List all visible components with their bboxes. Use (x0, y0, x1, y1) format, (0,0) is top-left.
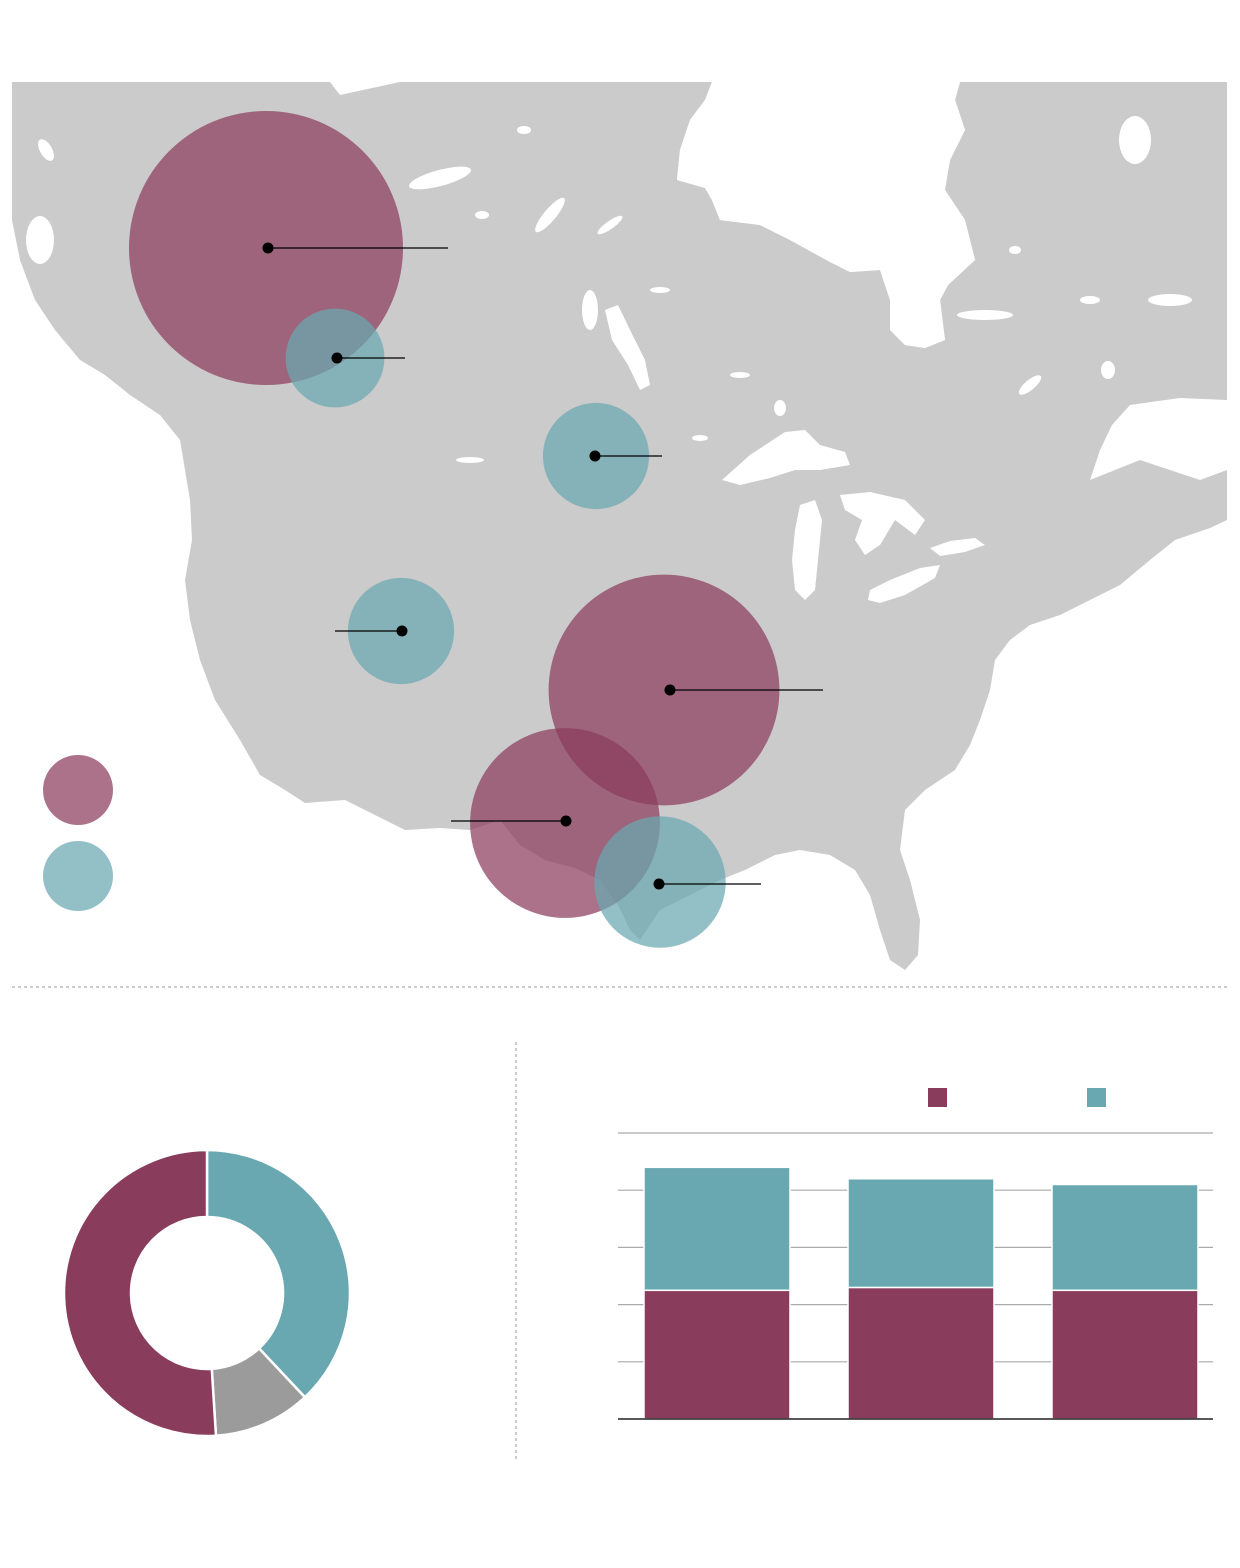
location-dot (262, 242, 274, 254)
lake-michigan (792, 500, 822, 600)
lake (456, 457, 484, 463)
lake (650, 287, 670, 293)
lake (597, 215, 623, 235)
location-dot (560, 815, 572, 827)
lake-huron (840, 492, 925, 555)
bar-segment-maroon (1051, 1289, 1199, 1420)
bar-segment-teal (1051, 1183, 1199, 1292)
bar-segment-maroon (847, 1286, 995, 1420)
lake (38, 139, 54, 161)
lake-erie (868, 565, 940, 603)
legend-swatch-maroon (43, 755, 113, 825)
gulf-of-st-lawrence (1090, 398, 1227, 480)
lake (957, 310, 1013, 320)
lake (517, 126, 531, 134)
lake (26, 216, 54, 264)
donut-slice-teal (205, 1148, 352, 1400)
stacked-bar-chart (618, 1088, 1213, 1420)
lake (730, 372, 750, 378)
lake (692, 435, 708, 441)
map-bubbles (129, 111, 823, 948)
lake-winnipeg (605, 305, 650, 390)
lake (1148, 294, 1192, 306)
lake (535, 197, 565, 233)
location-dot (396, 625, 408, 637)
great-lakes (605, 305, 985, 603)
map-legend (43, 755, 113, 911)
lake (1080, 296, 1100, 304)
bar-segment-teal (847, 1178, 995, 1289)
lake (1009, 246, 1021, 254)
lake (918, 83, 932, 107)
lake-ontario (930, 538, 985, 556)
location-dot (664, 684, 676, 696)
bar-segment-maroon (643, 1289, 791, 1420)
lake (774, 400, 786, 416)
lake (1119, 116, 1151, 164)
lake-superior (722, 430, 850, 485)
hudson-bay (677, 82, 975, 348)
bar-segment-teal (643, 1166, 791, 1292)
lake (409, 166, 471, 190)
scattered-lakes (26, 83, 1192, 463)
location-dot (653, 878, 665, 890)
donut-slice-maroon (62, 1148, 218, 1438)
lake (475, 211, 489, 219)
donut-chart (62, 1148, 352, 1438)
location-dot (589, 450, 601, 462)
legend-swatch-teal (43, 841, 113, 911)
location-dot (331, 352, 343, 364)
lake (1101, 361, 1115, 379)
bar-legend-swatch-teal (1087, 1088, 1106, 1107)
lake (582, 290, 598, 330)
bar-legend-swatch-maroon (928, 1088, 947, 1107)
lake (1018, 375, 1042, 395)
